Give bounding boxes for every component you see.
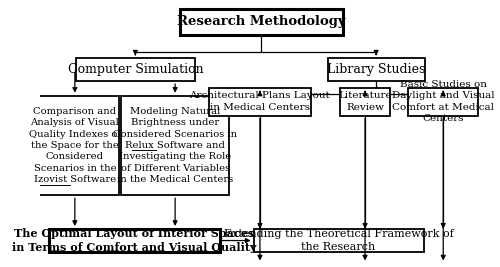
- FancyBboxPatch shape: [408, 88, 478, 116]
- FancyBboxPatch shape: [50, 229, 219, 252]
- Text: Research Methodology: Research Methodology: [177, 15, 346, 29]
- Text: Literature
Review: Literature Review: [338, 91, 392, 112]
- Text: Library Studies: Library Studies: [327, 63, 426, 76]
- Text: Comparison and
Analysis of Visual
Quality Indexes of
the Space for the
Considere: Comparison and Analysis of Visual Qualit…: [29, 107, 121, 184]
- Text: Modeling Natural
Brightness under
Considered Scenarios in
Relux Software and
Inv: Modeling Natural Brightness under Consid…: [113, 107, 237, 184]
- FancyBboxPatch shape: [209, 88, 310, 116]
- FancyBboxPatch shape: [340, 88, 390, 116]
- FancyBboxPatch shape: [328, 58, 424, 81]
- Text: Computer Simulation: Computer Simulation: [68, 63, 203, 76]
- FancyBboxPatch shape: [180, 9, 343, 34]
- Text: Extending the Theoretical Framework of
the Research: Extending the Theoretical Framework of t…: [224, 229, 454, 252]
- Text: Basic Studies on
Daylight and Visual
Comfort at Medical
Centers: Basic Studies on Daylight and Visual Com…: [392, 80, 494, 123]
- FancyBboxPatch shape: [121, 96, 229, 195]
- Text: Architectural Plans Layout
in Medical Centers: Architectural Plans Layout in Medical Ce…: [190, 91, 330, 112]
- FancyBboxPatch shape: [30, 96, 119, 195]
- FancyBboxPatch shape: [254, 229, 424, 252]
- Text: The Optimal Layout of Interior Spaces
in Terms of Comfort and Visual Quality: The Optimal Layout of Interior Spaces in…: [12, 228, 256, 253]
- FancyBboxPatch shape: [76, 58, 195, 81]
